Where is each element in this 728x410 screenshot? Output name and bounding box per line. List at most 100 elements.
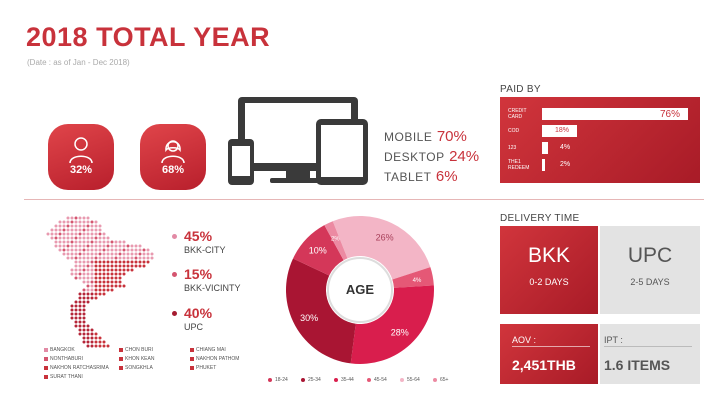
map-dot (66, 216, 70, 220)
map-dot (62, 244, 66, 248)
area-pct: 15% (184, 266, 213, 282)
age-slice (332, 216, 431, 280)
map-dot (90, 244, 94, 248)
map-dot (54, 236, 58, 240)
map-dot (106, 280, 110, 284)
map-dot (122, 252, 126, 256)
map-dot (58, 236, 62, 240)
province-item: SONGKHLA (119, 365, 153, 371)
male-badge: 32% (48, 124, 114, 190)
map-dot (62, 220, 66, 224)
upc-delivery-box: UPC 2-5 DAYS (600, 226, 700, 314)
map-dot (102, 284, 106, 288)
map-dot (118, 272, 122, 276)
map-dot (54, 240, 58, 244)
map-dot (134, 244, 138, 248)
map-dot (122, 240, 126, 244)
map-dot (142, 256, 146, 260)
map-dot (102, 248, 106, 252)
map-dot (102, 256, 106, 260)
map-dot (78, 264, 82, 268)
map-dot (78, 320, 82, 324)
map-dot (118, 280, 122, 284)
map-dot (58, 248, 62, 252)
map-dot (82, 244, 86, 248)
map-dot (102, 288, 106, 292)
area-name: BKK-VICINTY (184, 283, 241, 293)
map-dot (78, 316, 82, 320)
map-dot (58, 240, 62, 244)
aov-box: AOV : 2,451THB (500, 324, 598, 384)
map-dot (82, 280, 86, 284)
map-dot (86, 216, 90, 220)
area-name: UPC (184, 322, 204, 332)
page-subtitle: (Date : as of Jan - Dec 2018) (27, 58, 130, 67)
ipt-label: IPT : (604, 335, 623, 345)
map-dot (142, 260, 146, 264)
map-dot (74, 264, 78, 268)
map-dot (130, 252, 134, 256)
map-dot (78, 272, 82, 276)
map-dot (74, 316, 78, 320)
map-dot (114, 276, 118, 280)
female-percentage: 68% (161, 164, 185, 176)
map-dot (146, 260, 150, 264)
map-dot (110, 248, 114, 252)
map-dot (94, 272, 98, 276)
legend-dot (400, 377, 404, 382)
map-dot (86, 252, 90, 256)
map-dot (90, 332, 94, 336)
map-dot (94, 344, 98, 348)
map-dot (146, 248, 150, 252)
map-dot (86, 300, 90, 304)
map-dot (138, 248, 142, 252)
map-dot (82, 240, 86, 244)
province-item: CHON BURI (119, 347, 153, 353)
bkk-delivery-box: BKK 0-2 DAYS (500, 226, 598, 314)
map-dot (130, 264, 134, 268)
map-dot (86, 240, 90, 244)
map-dot (78, 220, 82, 224)
device-row-desktop: DESKTOP 24% (384, 148, 479, 168)
map-dot (86, 292, 90, 296)
map-dot (82, 300, 86, 304)
delivery-title: DELIVERY TIME (500, 213, 580, 224)
map-dot (122, 284, 126, 288)
map-dot (98, 268, 102, 272)
map-dot (126, 260, 130, 264)
device-value: 70% (436, 128, 467, 145)
map-dot (78, 236, 82, 240)
age-slice-label: 10% (309, 245, 327, 255)
donut-center (327, 257, 393, 323)
map-dot (126, 244, 130, 248)
map-dot (74, 312, 78, 316)
map-dot (118, 256, 122, 260)
map-dot (50, 232, 54, 236)
map-dot (106, 260, 110, 264)
map-dot (74, 268, 78, 272)
pay-row-cod: COD 18% (500, 125, 700, 138)
map-dot (82, 336, 86, 340)
device-label: MOBILE (384, 130, 433, 144)
map-dot (98, 340, 102, 344)
map-dot (74, 304, 78, 308)
map-dot (106, 256, 110, 260)
device-label: DESKTOP (384, 150, 445, 164)
map-dot (62, 252, 66, 256)
map-dot (94, 268, 98, 272)
map-dot (62, 228, 66, 232)
map-dot (138, 256, 142, 260)
age-legend-item: 18-24 (268, 377, 288, 383)
map-dot (66, 232, 70, 236)
province-item: PHUKET (190, 365, 216, 371)
map-dot (86, 268, 90, 272)
female-user-icon (161, 140, 185, 164)
age-slice-label: 2% (331, 237, 340, 243)
map-dot (118, 268, 122, 272)
province-item: NONTHABURI (44, 356, 83, 362)
map-dot (62, 224, 66, 228)
legend-label: 18-24 (275, 377, 288, 383)
map-dot (118, 276, 122, 280)
age-center-label: AGE (345, 282, 375, 297)
map-dot (110, 264, 114, 268)
